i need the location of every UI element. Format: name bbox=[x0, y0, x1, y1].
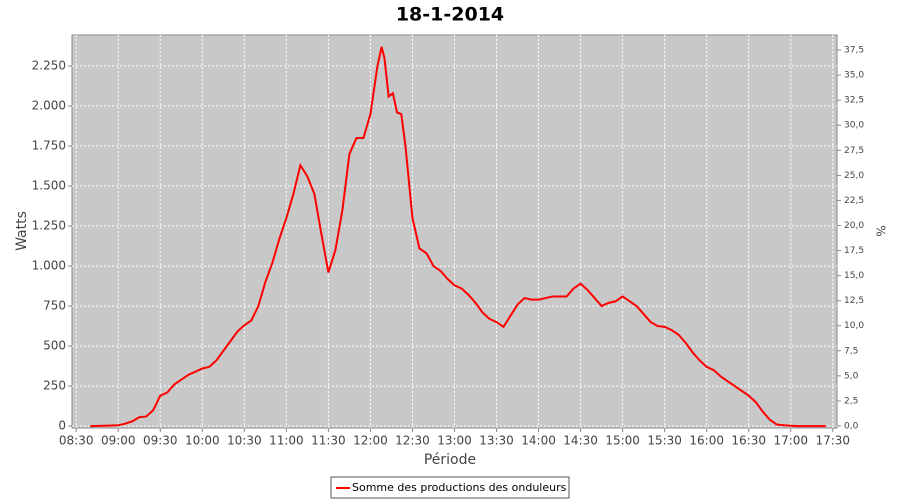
y-tick-label: 2.000 bbox=[32, 99, 66, 113]
y2-tick-label: 22,5 bbox=[844, 196, 864, 206]
y2-tick-label: 30,0 bbox=[844, 121, 864, 131]
x-tick-label: 12:00 bbox=[353, 434, 388, 448]
line-series bbox=[90, 46, 826, 428]
x-tick-label: 08:30 bbox=[59, 434, 94, 448]
x-axis-label: Période bbox=[424, 452, 476, 468]
y2-tick-label: 15,0 bbox=[844, 271, 864, 281]
y-tick-label: 1.750 bbox=[32, 139, 66, 153]
y-tick-label: 250 bbox=[43, 379, 66, 393]
x-tick-label: 11:30 bbox=[311, 434, 346, 448]
y-tick-label: 1.500 bbox=[32, 179, 66, 193]
chart-title: 18-1-2014 bbox=[396, 4, 504, 26]
x-tick-label: 14:00 bbox=[521, 434, 556, 448]
y2-tick-label: 17,5 bbox=[844, 246, 864, 256]
legend bbox=[330, 476, 570, 499]
y2-tick-label: 2,5 bbox=[844, 396, 858, 406]
x-tick-label: 14:30 bbox=[563, 434, 598, 448]
y2-tick-label: 7,5 bbox=[844, 346, 858, 356]
x-tick-label: 09:00 bbox=[101, 434, 136, 448]
y-tick-label: 0 bbox=[58, 419, 66, 433]
y2-tick-label: 5,0 bbox=[844, 371, 859, 381]
x-tick-label: 09:30 bbox=[143, 434, 178, 448]
y2-tick-label: 0,0 bbox=[844, 421, 859, 431]
x-tick-label: 15:00 bbox=[605, 434, 640, 448]
x-tick-label: 17:00 bbox=[773, 434, 808, 448]
y-tick-label: 500 bbox=[43, 339, 66, 353]
y-tick-label: 1.250 bbox=[32, 219, 66, 233]
y-axis-label: Watts bbox=[14, 211, 30, 251]
x-tick-label: 15:30 bbox=[647, 434, 682, 448]
y2-tick-label: 20,0 bbox=[844, 221, 864, 231]
x-tick-label: 11:00 bbox=[269, 434, 304, 448]
y2-tick-label: 37,5 bbox=[844, 46, 864, 56]
y2-tick-label: 25,0 bbox=[844, 171, 864, 181]
legend-label: Somme des productions des onduleurs bbox=[352, 481, 567, 494]
x-tick-label: 13:30 bbox=[479, 434, 514, 448]
y-tick-label: 1.000 bbox=[32, 259, 66, 273]
y-tick-label: 750 bbox=[43, 299, 66, 313]
y2-tick-label: 32,5 bbox=[844, 96, 864, 106]
y2-tick-label: 10,0 bbox=[844, 321, 864, 331]
x-tick-label: 10:00 bbox=[185, 434, 220, 448]
y2-tick-label: 27,5 bbox=[844, 146, 864, 156]
x-tick-label: 12:30 bbox=[395, 434, 430, 448]
y2-tick-label: 12,5 bbox=[844, 296, 864, 306]
x-tick-label: 10:30 bbox=[227, 434, 262, 448]
x-tick-label: 17:30 bbox=[815, 434, 850, 448]
x-tick-label: 16:00 bbox=[689, 434, 724, 448]
y2-tick-label: 35,0 bbox=[844, 71, 864, 81]
x-tick-label: 16:30 bbox=[731, 434, 766, 448]
y2-axis-label: % bbox=[874, 225, 888, 236]
y-tick-label: 2.250 bbox=[32, 59, 66, 73]
x-tick-label: 13:00 bbox=[437, 434, 472, 448]
